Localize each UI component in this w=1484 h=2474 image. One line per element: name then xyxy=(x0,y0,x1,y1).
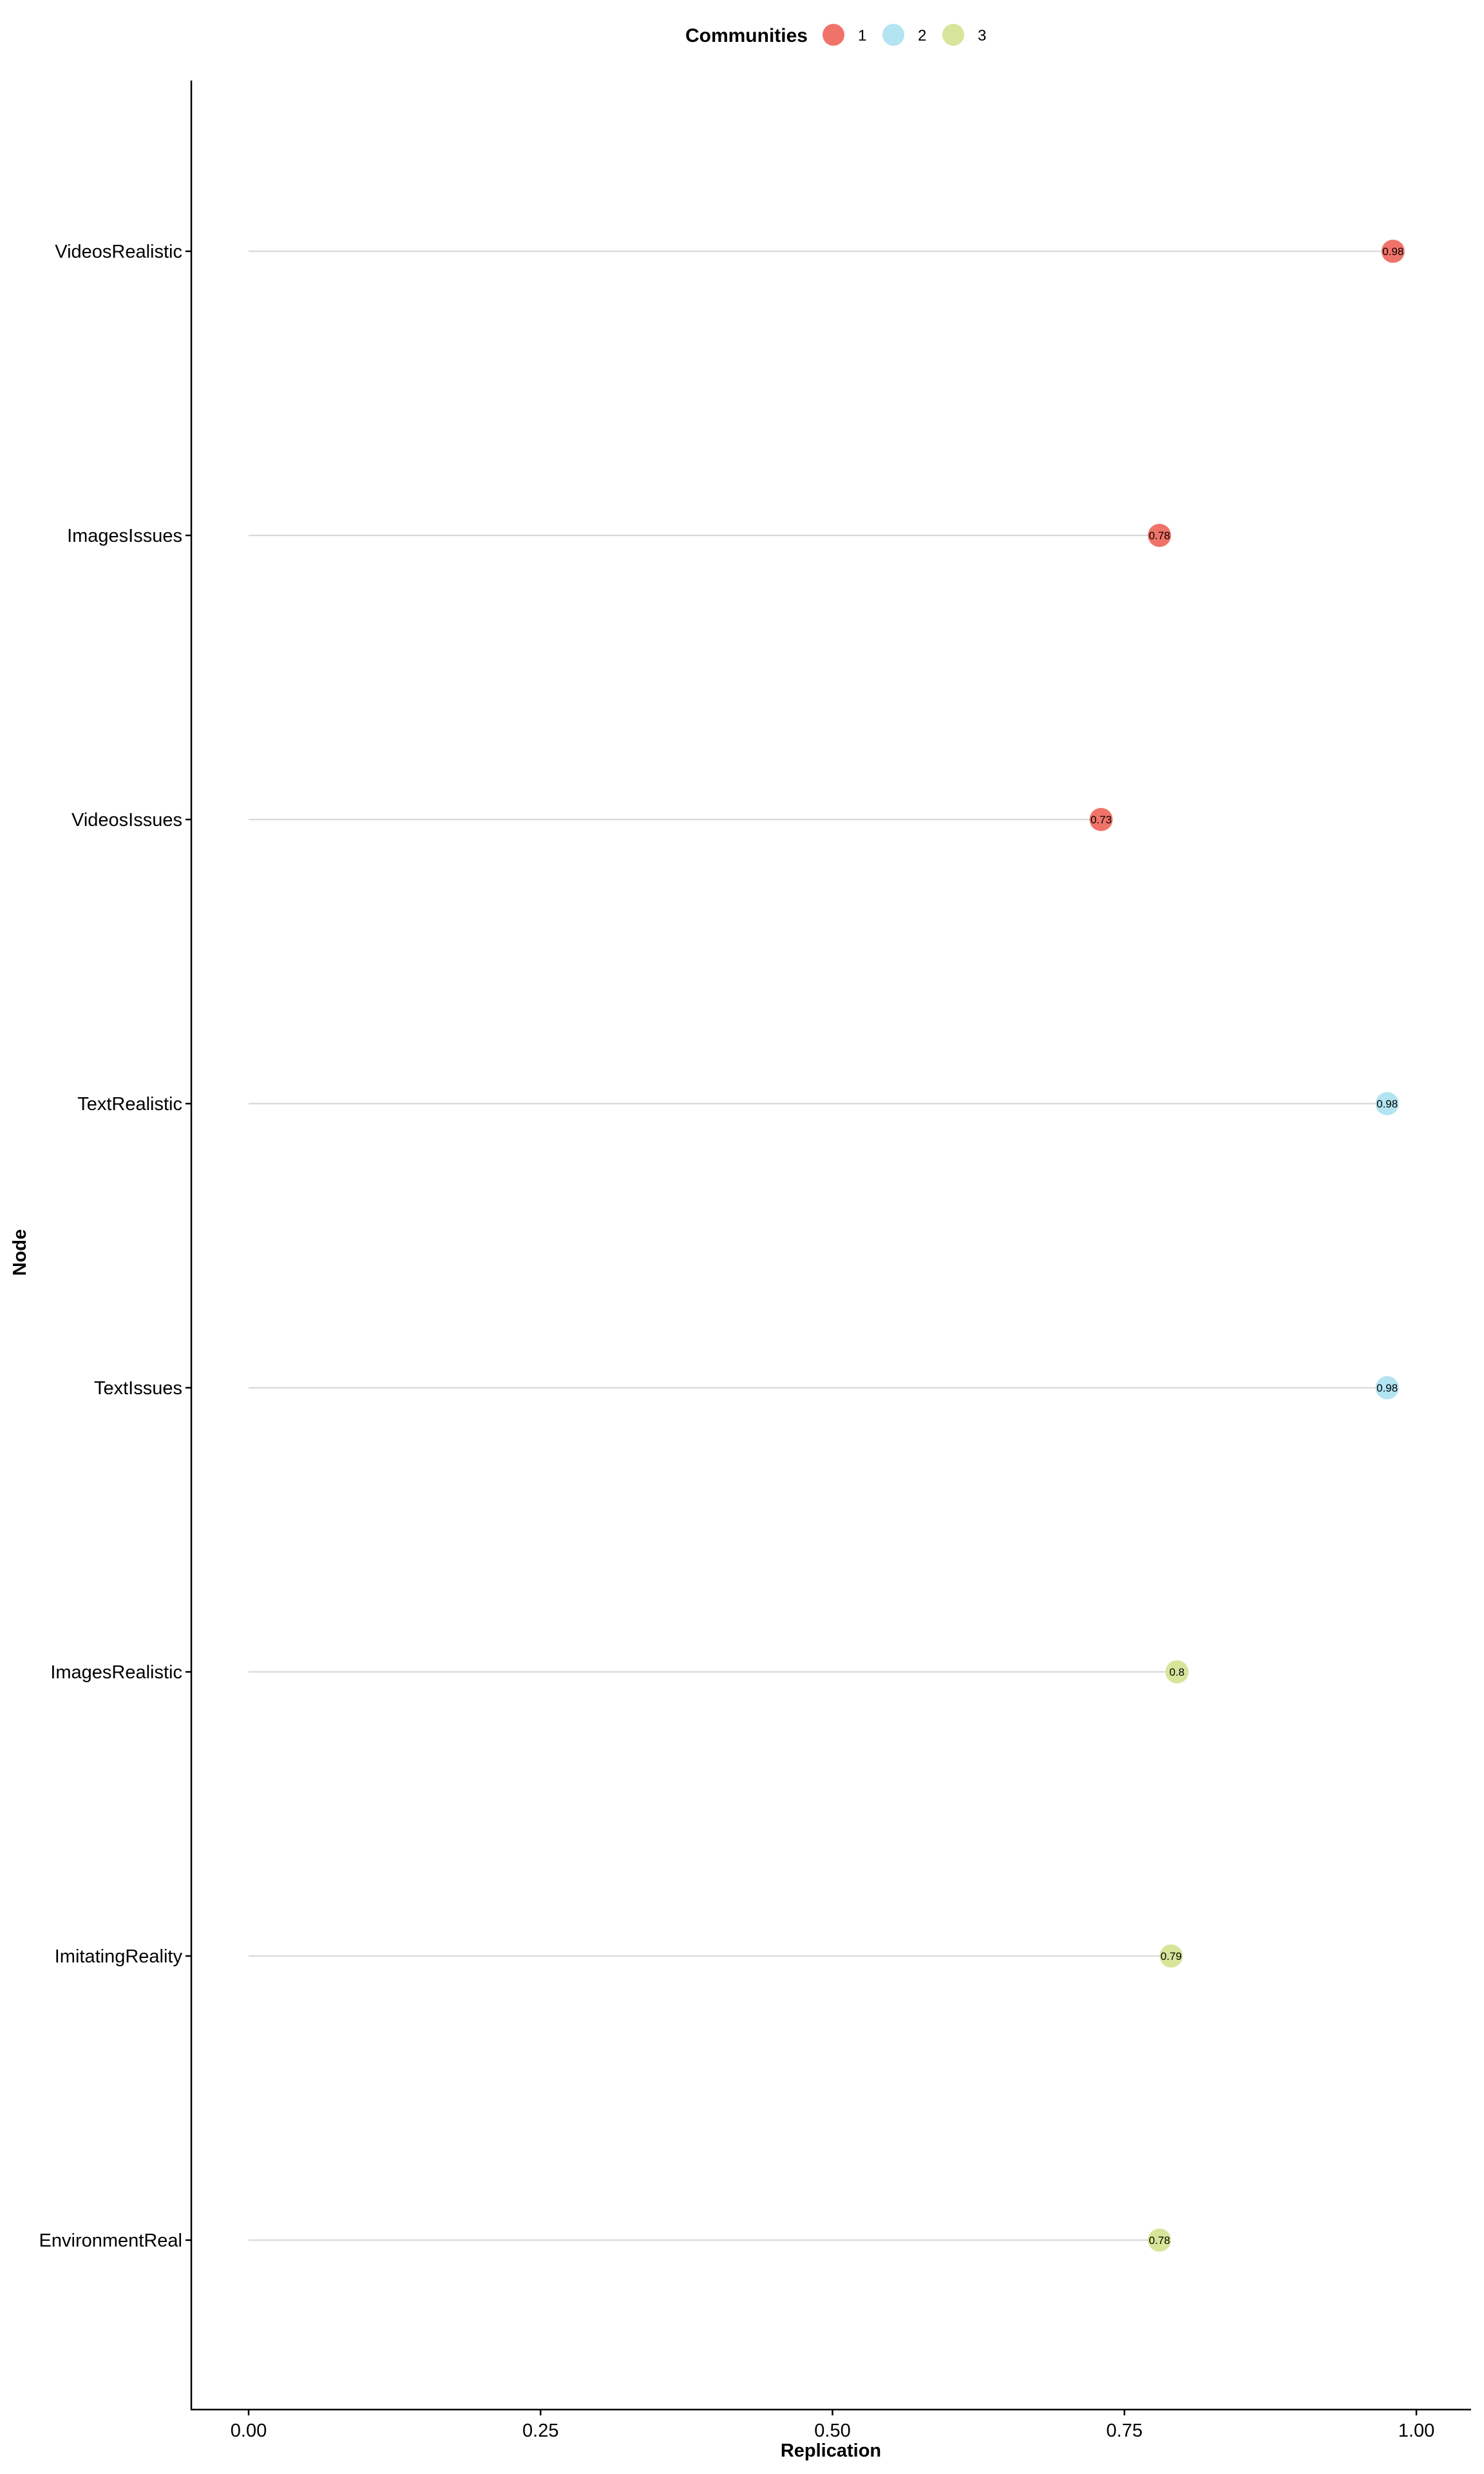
y-axis-title: Node xyxy=(10,1229,30,1276)
legend-key-3 xyxy=(942,24,964,46)
point-ImitatingReality xyxy=(1159,1944,1183,1968)
data-label-TextRealistic: 0.98 xyxy=(1376,1098,1398,1110)
x-tick-label: 1.00 xyxy=(1398,2421,1434,2441)
point-VideosRealistic xyxy=(1381,240,1405,263)
point-VideosIssues xyxy=(1089,808,1113,831)
legend-entries: 1 2 3 xyxy=(823,24,986,46)
x-axis-title: Replication xyxy=(781,2440,881,2461)
x-axis-ticks: 0.00 0.25 0.50 0.75 1.00 xyxy=(231,2410,1434,2441)
legend-key-1 xyxy=(823,24,844,46)
stems xyxy=(249,250,1393,2241)
legend-key-2 xyxy=(882,24,904,46)
data-label-EnvironmentReal: 0.78 xyxy=(1149,2234,1170,2247)
data-label-ImagesRealistic: 0.8 xyxy=(1170,1666,1185,1678)
legend: Communities 1 2 3 xyxy=(685,24,986,46)
y-tick-label-ImagesIssues: ImagesIssues xyxy=(67,526,182,546)
y-tick-label-TextRealistic: TextRealistic xyxy=(77,1094,182,1115)
y-tick-label-TextIssues: TextIssues xyxy=(94,1378,182,1399)
legend-label-3: 3 xyxy=(978,27,986,44)
data-label-ImitatingReality: 0.79 xyxy=(1161,1950,1182,1962)
legend-label-1: 1 xyxy=(858,27,866,44)
y-tick-label-ImagesRealistic: ImagesRealistic xyxy=(50,1662,182,1683)
x-tick-label: 0.75 xyxy=(1107,2421,1143,2441)
point-TextRealistic xyxy=(1375,1092,1399,1115)
x-tick-label: 0.50 xyxy=(814,2421,850,2441)
data-label-TextIssues: 0.98 xyxy=(1376,1382,1398,1394)
x-tick-label: 0.25 xyxy=(522,2421,558,2441)
y-axis-ticks: VideosRealistic ImagesIssues VideosIssues T… xyxy=(39,242,191,2251)
point-ImagesRealistic xyxy=(1165,1660,1189,1683)
data-label-VideosIssues: 0.73 xyxy=(1090,814,1112,826)
point-ImagesIssues xyxy=(1148,524,1172,547)
y-tick-label-VideosIssues: VideosIssues xyxy=(71,810,182,830)
point-TextIssues xyxy=(1375,1376,1399,1399)
y-tick-label-EnvironmentReal: EnvironmentReal xyxy=(39,2230,182,2251)
points: 0.98 0.78 0.73 0.98 0.98 0.8 0.79 0.78 xyxy=(1089,240,1405,2252)
data-label-VideosRealistic: 0.98 xyxy=(1382,245,1403,258)
x-tick-label: 0.00 xyxy=(231,2421,267,2441)
y-tick-label-VideosRealistic: VideosRealistic xyxy=(55,242,182,262)
legend-title: Communities xyxy=(685,25,808,46)
point-EnvironmentReal xyxy=(1148,2229,1172,2252)
y-tick-label-ImitatingReality: ImitatingReality xyxy=(55,1946,183,1967)
legend-label-2: 2 xyxy=(918,27,926,44)
data-label-ImagesIssues: 0.78 xyxy=(1149,530,1170,542)
